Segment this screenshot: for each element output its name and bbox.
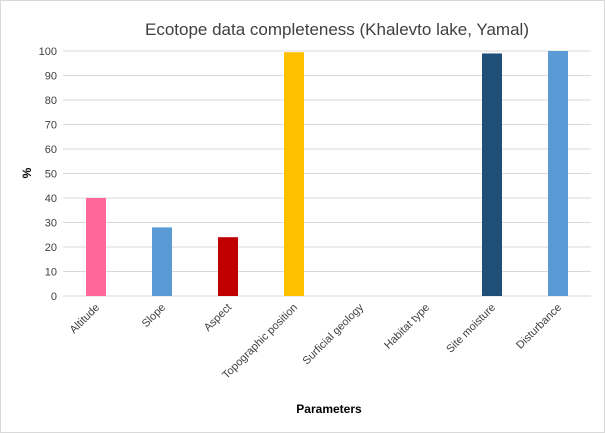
chart-title: Ecotope data completeness (Khalevto lake… (145, 20, 529, 39)
y-tick-label: 100 (39, 46, 57, 58)
x-tick-label-site-moisture: Site moisture (444, 302, 498, 356)
bar-slope (152, 227, 172, 296)
y-tick-label: 30 (45, 218, 57, 230)
x-tick-label-slope: Slope (140, 302, 168, 330)
x-tick-label-topographic-position: Topographic position (220, 302, 300, 382)
y-tick-label: 70 (45, 120, 57, 132)
x-tick-label-altitude: Altitude (68, 302, 102, 336)
y-tick-label: 10 (45, 267, 57, 279)
x-axis-title: Parameters (296, 402, 362, 416)
bar-aspect (218, 237, 238, 296)
bar-altitude (86, 198, 106, 296)
y-tick-label: 20 (45, 242, 57, 254)
x-tick-label-disturbance: Disturbance (514, 302, 564, 352)
bars (86, 51, 568, 297)
x-tick-label-surficial-geology: Surficial geology (301, 301, 367, 367)
bar-site-moisture (482, 53, 502, 297)
x-tick-label-habitat-type: Habitat type (382, 302, 432, 352)
y-tick-label: 0 (51, 291, 57, 303)
bar-disturbance (548, 51, 568, 296)
y-tick-label: 50 (45, 169, 57, 181)
y-tick-label: 80 (45, 95, 57, 107)
y-tick-label: 40 (45, 193, 57, 205)
x-tick-label-aspect: Aspect (202, 302, 234, 334)
y-tick-label: 90 (45, 71, 57, 83)
y-tick-label: 60 (45, 144, 57, 156)
y-axis-title: % (20, 167, 34, 178)
gridlines (63, 50, 591, 297)
y-axis-ticks: 0 10 20 30 40 50 60 70 80 90 100 (39, 46, 57, 303)
bar-topographic-position (284, 52, 304, 296)
